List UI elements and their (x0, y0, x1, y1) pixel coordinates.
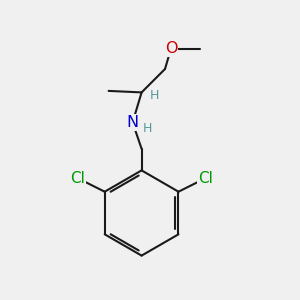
Text: Cl: Cl (198, 171, 213, 186)
Text: O: O (165, 41, 177, 56)
Text: Cl: Cl (70, 171, 85, 186)
Text: N: N (127, 115, 139, 130)
Text: H: H (143, 122, 152, 136)
Text: H: H (149, 89, 159, 102)
